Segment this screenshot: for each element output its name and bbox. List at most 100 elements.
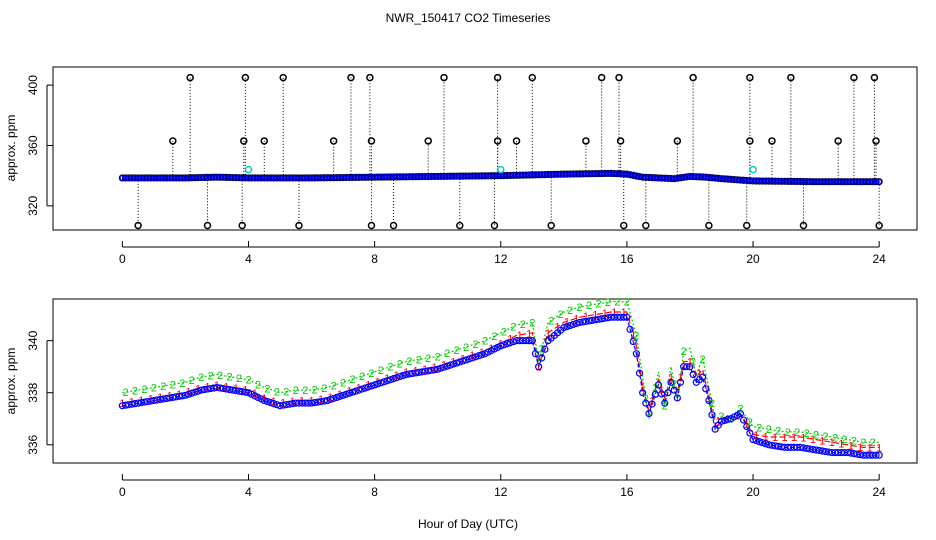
baseline-point xyxy=(838,178,845,185)
series-1-marker: 1 xyxy=(800,432,806,444)
spike-point xyxy=(872,137,880,145)
baseline-point xyxy=(276,174,284,182)
baseline-point xyxy=(336,174,344,181)
baseline-point xyxy=(551,171,558,178)
baseline-point xyxy=(620,170,627,178)
baseline-point xyxy=(226,174,233,181)
x-tick-label: 16 xyxy=(620,485,634,499)
baseline-point xyxy=(652,174,659,181)
baseline-point xyxy=(589,170,596,177)
series-3-marker xyxy=(623,313,631,321)
series-3-marker xyxy=(374,380,382,388)
highlight-point xyxy=(749,165,757,174)
spike-point xyxy=(241,73,250,82)
series-3-marker xyxy=(721,416,729,425)
series-2-marker: 2 xyxy=(841,434,847,446)
series-3-marker xyxy=(645,409,653,418)
series-3-marker xyxy=(371,381,379,389)
series-3-marker xyxy=(191,388,199,396)
baseline-point xyxy=(790,178,798,185)
series-3-marker xyxy=(635,369,644,377)
baseline-point xyxy=(125,174,132,182)
baseline-point xyxy=(157,174,164,182)
spike-point xyxy=(347,73,355,82)
baseline-point xyxy=(453,173,460,180)
series-2-marker: 2 xyxy=(170,379,176,391)
baseline-point xyxy=(166,174,173,182)
bottom-y-axis-label: approx. ppm xyxy=(4,348,18,415)
series-1-marker: 1 xyxy=(753,430,759,442)
baseline-point xyxy=(592,170,599,177)
baseline-point xyxy=(822,178,829,185)
baseline-point xyxy=(778,178,785,185)
baseline-point xyxy=(494,172,501,179)
baseline-point xyxy=(513,172,520,179)
baseline-point xyxy=(806,178,813,185)
baseline-point xyxy=(557,171,564,178)
baseline-point xyxy=(705,174,712,181)
baseline-point xyxy=(264,174,271,182)
series-2-marker: 2 xyxy=(548,315,554,327)
series-1-marker: 1 xyxy=(838,439,844,451)
x-tick-label: 20 xyxy=(746,252,760,266)
series-3-marker xyxy=(443,362,451,370)
baseline-point xyxy=(261,174,268,182)
series-2-marker: 2 xyxy=(141,384,147,396)
series-2-marker: 2 xyxy=(245,375,251,387)
baseline-point xyxy=(409,173,416,180)
series-2-marker: 2 xyxy=(690,356,696,368)
series-3-marker xyxy=(758,439,767,447)
series-2-marker: 2 xyxy=(775,426,781,438)
baseline-point xyxy=(516,172,523,179)
series-2-marker: 2 xyxy=(728,414,734,426)
baseline-point xyxy=(324,174,331,181)
series-2-marker: 2 xyxy=(198,372,204,384)
series-2-marker: 2 xyxy=(349,374,355,386)
series-2-marker: 2 xyxy=(577,302,583,314)
y-tick-label: 320 xyxy=(26,196,40,216)
baseline-point xyxy=(570,170,577,178)
baseline-point xyxy=(541,171,549,178)
baseline-point xyxy=(343,174,350,181)
baseline-point xyxy=(273,174,280,182)
series-3-marker xyxy=(724,416,732,424)
baseline-point xyxy=(198,174,205,181)
baseline-point xyxy=(876,178,883,185)
baseline-point xyxy=(302,174,309,182)
baseline-point xyxy=(582,170,590,177)
series-2-marker: 2 xyxy=(160,381,166,393)
series-3-marker xyxy=(361,384,369,392)
spike-point xyxy=(528,73,537,82)
baseline-point xyxy=(421,173,429,180)
baseline-point xyxy=(623,171,630,178)
baseline-point xyxy=(295,174,303,182)
baseline-point xyxy=(239,174,246,181)
top-spike-lines xyxy=(137,77,880,226)
baseline-point xyxy=(563,171,571,178)
baseline-point xyxy=(450,173,457,180)
baseline-point xyxy=(658,174,665,182)
series-2-line xyxy=(122,301,880,443)
baseline-point xyxy=(485,172,492,179)
top-x-axis: 0 4 8 12 16 20 24 xyxy=(119,241,886,266)
baseline-point xyxy=(393,173,400,181)
baseline-point xyxy=(749,177,757,185)
baseline-point xyxy=(478,172,485,179)
baseline-point xyxy=(737,176,744,184)
series-3-marker xyxy=(178,392,186,400)
baseline-point xyxy=(712,174,719,182)
baseline-point xyxy=(138,174,145,182)
series-2-marker: 2 xyxy=(756,423,762,435)
series-3-marker xyxy=(654,381,663,389)
series-2-marker: 2 xyxy=(832,432,838,444)
x-tick-label: 0 xyxy=(119,485,126,499)
baseline-point xyxy=(819,178,826,185)
series-3-marker xyxy=(531,350,540,358)
series-2-marker: 2 xyxy=(747,417,753,429)
series-3-marker xyxy=(739,416,748,424)
baseline-point xyxy=(503,172,511,179)
series-3-marker xyxy=(358,385,366,393)
baseline-point xyxy=(683,173,690,180)
baseline-point xyxy=(772,178,779,185)
series-3-marker xyxy=(475,352,483,360)
